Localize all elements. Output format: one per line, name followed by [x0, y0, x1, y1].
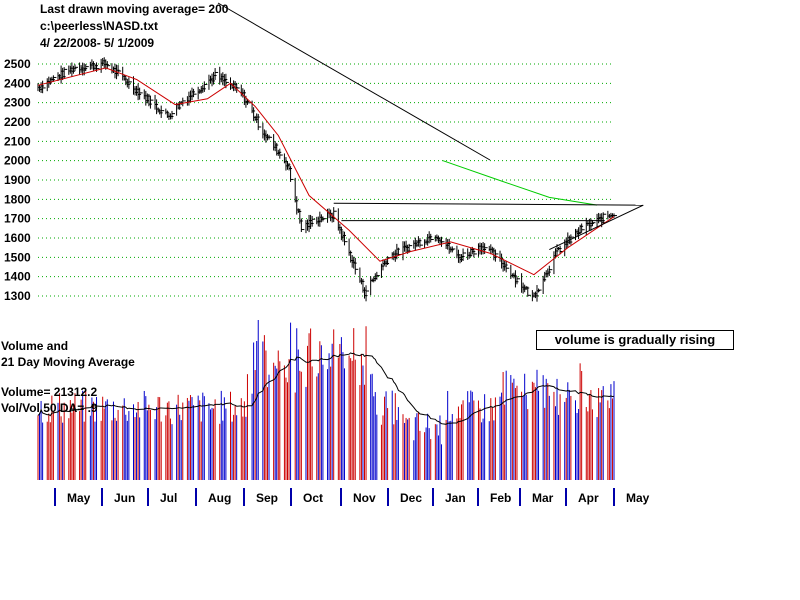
y-tick-label-2100: 2100	[4, 134, 31, 148]
price-bar	[42, 80, 46, 94]
price-bar	[290, 166, 294, 182]
price-bar	[63, 67, 68, 79]
volume-annotation: volume is gradually rising	[536, 330, 734, 350]
month-axis: May Jun Jul Aug Sep Oct Nov Dec Jan Feb Mar Apr May	[54, 488, 650, 506]
price-bar	[149, 95, 154, 109]
price-bar	[441, 236, 445, 247]
price-bar	[473, 248, 477, 258]
month-label-9: Feb	[490, 491, 511, 505]
price-bar	[581, 223, 585, 233]
price-bar	[538, 288, 542, 293]
chart-header-dates: 4/ 22/2008- 5/ 1/2009	[40, 36, 155, 50]
y-tick-label-1900: 1900	[4, 173, 31, 187]
y-tick-label-1700: 1700	[4, 212, 31, 226]
chart-header-line1: Last drawn moving average= 200	[40, 2, 229, 16]
y-tick-label-1500: 1500	[4, 250, 31, 264]
price-bar	[225, 73, 229, 89]
chart-header-file: c:\peerless\NASD.txt	[40, 19, 159, 33]
price-bar	[333, 207, 337, 223]
y-tick-label-1600: 1600	[4, 231, 31, 245]
volume-bars	[37, 319, 615, 480]
y-tick-label-2200: 2200	[4, 115, 31, 129]
price-grid	[38, 63, 614, 297]
price-bar	[376, 271, 380, 280]
price-bar	[602, 212, 607, 225]
price-bar	[279, 148, 283, 159]
price-bar	[257, 113, 262, 131]
price-bar	[268, 134, 273, 140]
price-bar	[430, 233, 434, 243]
month-label-3: Aug	[208, 491, 231, 505]
month-label-4: Sep	[256, 491, 278, 505]
ma200-pointer-line	[217, 2, 491, 161]
price-bar	[139, 87, 143, 100]
month-label-1: Jun	[114, 491, 135, 505]
trendlines	[333, 202, 644, 251]
month-label-8: Jan	[445, 491, 466, 505]
month-label-6: Nov	[353, 491, 376, 505]
month-label-10: Mar	[532, 491, 554, 505]
y-tick-label-2400: 2400	[4, 76, 31, 90]
price-bar	[462, 248, 467, 261]
price-bar	[536, 285, 540, 302]
price-bar	[343, 231, 348, 246]
y-tick-label-2000: 2000	[4, 154, 31, 168]
month-label-5: Oct	[303, 491, 323, 505]
price-bar	[106, 61, 111, 70]
volume-readout: Volume= 21312.2	[1, 385, 98, 399]
month-label-2: Jul	[160, 491, 177, 505]
price-bar	[419, 238, 423, 248]
price-bars	[37, 57, 617, 302]
volume-title2: 21 Day Moving Average	[1, 355, 135, 369]
price-bar	[171, 110, 175, 120]
volume-title1: Volume and	[1, 339, 69, 353]
y-tick-label-2500: 2500	[4, 57, 31, 71]
price-bar	[505, 260, 510, 273]
volume-moving-average-line	[37, 352, 615, 425]
price-bar	[74, 64, 78, 72]
month-label-7: Dec	[400, 491, 422, 505]
price-bar	[354, 257, 359, 275]
price-bar	[193, 88, 197, 98]
trendline-2	[549, 204, 644, 251]
price-bar	[613, 213, 617, 218]
month-label-0: May	[67, 491, 91, 505]
price-bar	[128, 77, 132, 89]
price-bar	[160, 105, 165, 118]
price-axis-labels: 2500 2400 2300 2200 2100 2000 1900 1800 1700 1600…	[4, 57, 31, 303]
y-tick-label-1800: 1800	[4, 192, 31, 206]
price-bar	[408, 243, 413, 253]
month-label-11: Apr	[578, 491, 599, 505]
price-bar	[516, 276, 520, 285]
price-bar	[52, 75, 57, 82]
trendline-0	[333, 202, 644, 206]
price-bar	[451, 246, 456, 253]
price-bar	[117, 65, 122, 77]
price-bar	[246, 99, 251, 105]
price-bar	[365, 285, 370, 302]
price-bar	[236, 82, 240, 93]
price-bar	[548, 265, 553, 276]
month-label-12: May	[626, 491, 650, 505]
y-tick-label-1300: 1300	[4, 289, 31, 303]
vol-ratio-readout: Vol/Vol 50 DA= .9	[1, 401, 98, 415]
y-tick-label-1400: 1400	[4, 270, 31, 284]
price-bar	[182, 97, 186, 107]
price-bar	[203, 81, 208, 92]
ma200-line	[442, 160, 598, 206]
price-bar	[311, 215, 316, 227]
price-bar	[214, 68, 219, 80]
price-bar	[322, 216, 326, 222]
price-bar	[85, 64, 89, 72]
y-tick-label-2300: 2300	[4, 96, 31, 110]
price-bar	[300, 218, 305, 232]
short-moving-average-line	[37, 67, 615, 276]
price-bar	[527, 286, 531, 297]
